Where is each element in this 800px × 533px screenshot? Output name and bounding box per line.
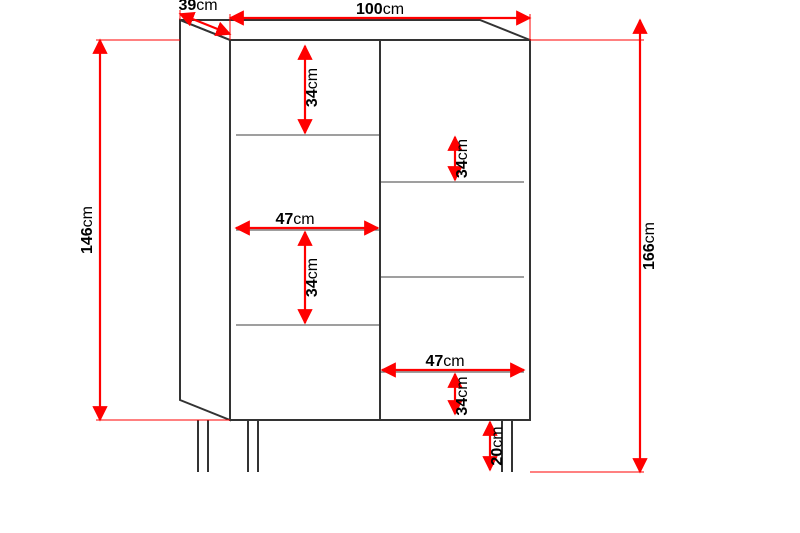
top-face (180, 20, 530, 40)
legs (198, 420, 512, 472)
label-total-height: 166cm (641, 222, 658, 270)
label-shelf-h-r3: 34cm (454, 376, 471, 415)
cabinet-outline (180, 20, 530, 420)
side-face (180, 20, 230, 420)
label-shelf-w-left: 47cm (275, 211, 314, 228)
label-body-height: 146cm (79, 206, 96, 254)
label-leg-height: 20cm (489, 426, 506, 465)
extension-lines (96, 10, 644, 472)
label-width: 100cm (356, 1, 404, 18)
furniture-dimension-diagram: 39cm 100cm 146cm 166cm 34cm 34cm 34cm 34… (0, 0, 800, 533)
label-shelf-h-top: 34cm (304, 68, 321, 107)
label-shelf-h-r1: 34cm (454, 139, 471, 178)
label-shelf-h-l2: 34cm (304, 258, 321, 297)
label-depth: 39cm (178, 0, 217, 14)
dimension-labels: 39cm 100cm 146cm 166cm 34cm 34cm 34cm 34… (79, 0, 658, 466)
label-shelf-w-right: 47cm (425, 353, 464, 370)
